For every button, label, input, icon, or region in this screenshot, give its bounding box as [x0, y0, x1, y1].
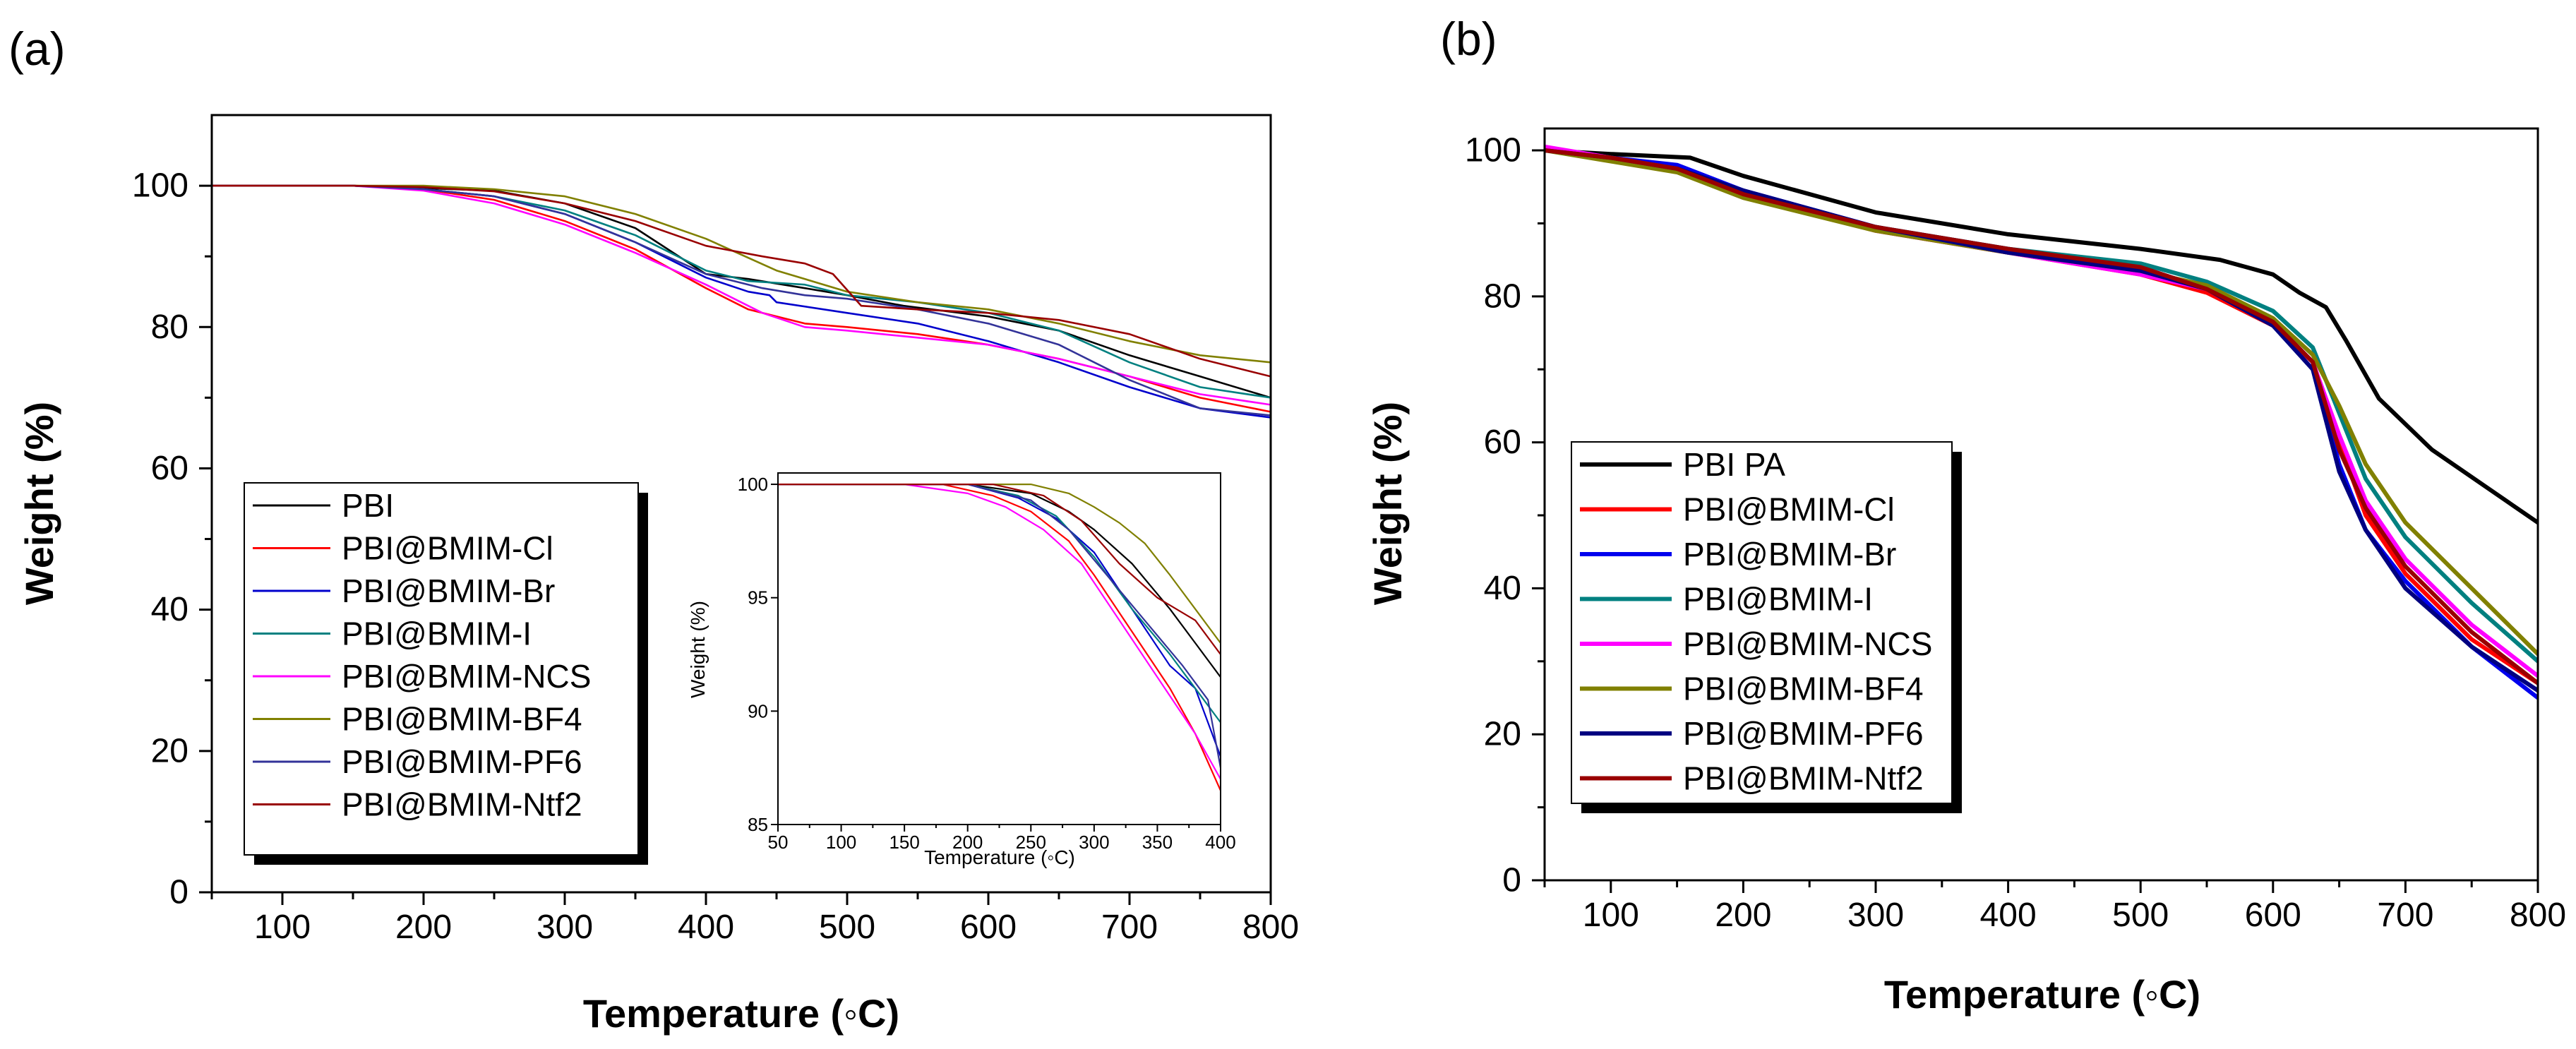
panel-b-y-axis-title: Weight (%)	[1365, 402, 1410, 605]
panel-a-legend-box	[244, 482, 639, 856]
inset-chart: 50 100 150 200 250 300 350 400 85 90 95 100 Temperat…	[687, 472, 1236, 868]
panel-b-x-tick-label: 100	[1583, 897, 1639, 934]
inset-series-pbi-bmim-pf6	[778, 483, 1221, 769]
inset-series-pbi-bmim-cl	[778, 483, 1221, 791]
inset-series-pbi-bmim-br	[778, 483, 1221, 757]
panel-b-x-tick-label: 500	[2112, 897, 2169, 934]
panel-b-panel-label: (b)	[1440, 13, 1497, 65]
inset-series-pbi-bmim-bf4	[778, 483, 1221, 645]
panel-a-legend-label-pbi-bmim-ntf2: PBI@BMIM-Ntf2	[342, 786, 582, 823]
panel-b-legend-box	[1571, 441, 1953, 804]
panel-b-legend-label-pbi-bmim-ntf2: PBI@BMIM-Ntf2	[1683, 760, 1924, 797]
panel-a-legend: PBI PBI@BMIM-Cl PBI@BMIM-Br PBI@BMIM-I PBI@B…	[244, 482, 648, 865]
panel-a-series-pbi-bmim-bf4	[212, 184, 1271, 364]
inset-y-tick-label: 90	[748, 700, 768, 721]
panel-b-series-pbi-bmim-bf4	[1545, 148, 2538, 657]
panel-b-x-tick-label: 700	[2377, 897, 2433, 934]
panel-b-legend-label-pbi-bmim-br: PBI@BMIM-Br	[1683, 536, 1896, 573]
panel-a-legend-label-pbi-bmim-pf6: PBI@BMIM-PF6	[342, 743, 582, 780]
panel-b-legend-label-pbi-bmim-ncs: PBI@BMIM-NCS	[1683, 625, 1932, 662]
inset-y-tick-label: 95	[748, 587, 768, 609]
inset-x-tick-label: 200	[952, 832, 983, 853]
panel-a-legend-label-pbi-bmim-bf4: PBI@BMIM-BF4	[342, 701, 582, 738]
panel-a-x-tick-label: 500	[819, 909, 875, 946]
inset-series-pbi	[778, 483, 1221, 678]
panel-b-legend-label-pbi-bmim-pf6: PBI@BMIM-PF6	[1683, 715, 1924, 752]
panel-b-legend-label-pbi-bmim-bf4: PBI@BMIM-BF4	[1683, 671, 1924, 707]
panel-a-y-tick-label: 20	[151, 732, 188, 769]
panel-b-y-tick-label: 40	[1484, 570, 1521, 607]
panel-a-y-tick-label: 80	[151, 308, 188, 346]
panel-b-legend-label-pbi-bmim-cl: PBI@BMIM-Cl	[1683, 491, 1895, 528]
panel-a-x-tick-label: 400	[678, 909, 734, 946]
panel-a-legend-label-pbi-bmim-ncs: PBI@BMIM-NCS	[342, 658, 591, 695]
panel-a-legend-label-pbi-bmim-i: PBI@BMIM-I	[342, 616, 532, 652]
inset-series-pbi-bmim-i	[778, 483, 1221, 724]
panel-b-x-tick-label: 300	[1847, 897, 1904, 934]
panel-b-x-tick-label: 600	[2245, 897, 2301, 934]
panel-b-series-pbi-pa	[1545, 148, 2538, 525]
inset-x-tick-label: 400	[1205, 832, 1235, 853]
panel-b-x-tick-label: 400	[1980, 897, 2037, 934]
panel-a-series-group	[212, 184, 1271, 419]
panel-a-x-tick-label: 700	[1101, 909, 1158, 946]
panel-a-y-tick-label: 60	[151, 450, 188, 487]
panel-a-series-pbi-bmim-cl	[212, 184, 1271, 413]
panel-b-x-tick-label: 800	[2510, 897, 2566, 934]
panel-a-x-tick-label: 600	[960, 909, 1017, 946]
panel-a-panel-label: (a)	[8, 23, 66, 75]
inset-x-tick-label: 150	[889, 832, 919, 853]
panel-a-series-pbi-bmim-i	[212, 184, 1271, 399]
inset-x-axis-title: Temperature (◦C)	[924, 846, 1075, 868]
panel-a-x-tick-label: 200	[395, 909, 452, 946]
inset-series-pbi-bmim-ncs	[778, 483, 1221, 780]
panel-b-series-pbi-bmim-ntf2	[1545, 148, 2538, 685]
panel-b-series-group	[1545, 144, 2538, 700]
inset-x-tick-label: 250	[1016, 832, 1046, 853]
inset-x-tick-label: 100	[826, 832, 856, 853]
inset-x-tick-label: 300	[1079, 832, 1109, 853]
panel-a-y-tick-label: 40	[151, 591, 188, 628]
inset-y-tick-label: 85	[748, 814, 768, 835]
panel-a-plot-frame	[210, 114, 1272, 894]
panel-b-y-tick-label: 20	[1484, 716, 1521, 753]
inset-x-tick-label: 50	[768, 832, 789, 853]
panel-a-x-axis-title: Temperature (◦C)	[583, 991, 899, 1036]
panel-a-x-tick-label: 800	[1242, 909, 1299, 946]
panel-b-legend: PBI PA PBI@BMIM-Cl PBI@BMIM-Br PBI@BMIM-I PB…	[1571, 441, 1962, 813]
panel-b-legend-label-pbi-pa: PBI PA	[1683, 446, 1785, 483]
panel-a-series-pbi-bmim-ntf2	[212, 184, 1271, 378]
inset-x-tick-label: 350	[1142, 832, 1173, 853]
inset-y-axis-title: Weight (%)	[687, 601, 709, 698]
inset-series-group	[778, 483, 1221, 791]
panel-b-x-tick-label: 200	[1715, 897, 1771, 934]
panel-a-series-pbi-bmim-pf6	[212, 184, 1271, 416]
panel-b-y-tick-label: 60	[1484, 424, 1521, 461]
panel-a-legend-label-pbi: PBI	[342, 487, 394, 524]
panel-a-series-pbi	[212, 184, 1271, 399]
panel-a-y-axis-title: Weight (%)	[17, 402, 61, 605]
panel-a-series-pbi-bmim-ncs	[212, 184, 1271, 406]
panel-b-x-axis-title: Temperature (◦C)	[1884, 972, 2200, 1017]
inset-plot-frame	[777, 472, 1221, 825]
panel-a-x-tick-label: 300	[537, 909, 593, 946]
inset-y-tick-label: 100	[738, 474, 768, 495]
panel-a-x-tick-label: 100	[254, 909, 311, 946]
inset-series-pbi-bmim-ntf2	[778, 483, 1221, 656]
panel-a-legend-label-pbi-bmim-cl: PBI@BMIM-Cl	[342, 530, 553, 567]
panel-b-plot-frame	[1543, 127, 2539, 882]
panel-a-y-tick-label: 100	[132, 167, 188, 205]
panel-a-y-tick-label: 0	[169, 874, 188, 911]
panel-b-y-tick-label: 0	[1502, 862, 1521, 899]
panel-b-chart: 100 200 300 400 500 600 700 800 0 20 40 60 80 100 Temp…	[1365, 13, 2566, 1017]
panel-b-legend-label-pbi-bmim-i: PBI@BMIM-I	[1683, 581, 1873, 618]
panel-a-legend-label-pbi-bmim-br: PBI@BMIM-Br	[342, 573, 555, 609]
panel-b-y-tick-label: 100	[1465, 132, 1521, 169]
panel-a-chart: 100 200 300 400 500 600 700 800 0 20 40 60 80 100 Temp…	[8, 23, 1299, 1036]
panel-b-y-tick-label: 80	[1484, 277, 1521, 315]
